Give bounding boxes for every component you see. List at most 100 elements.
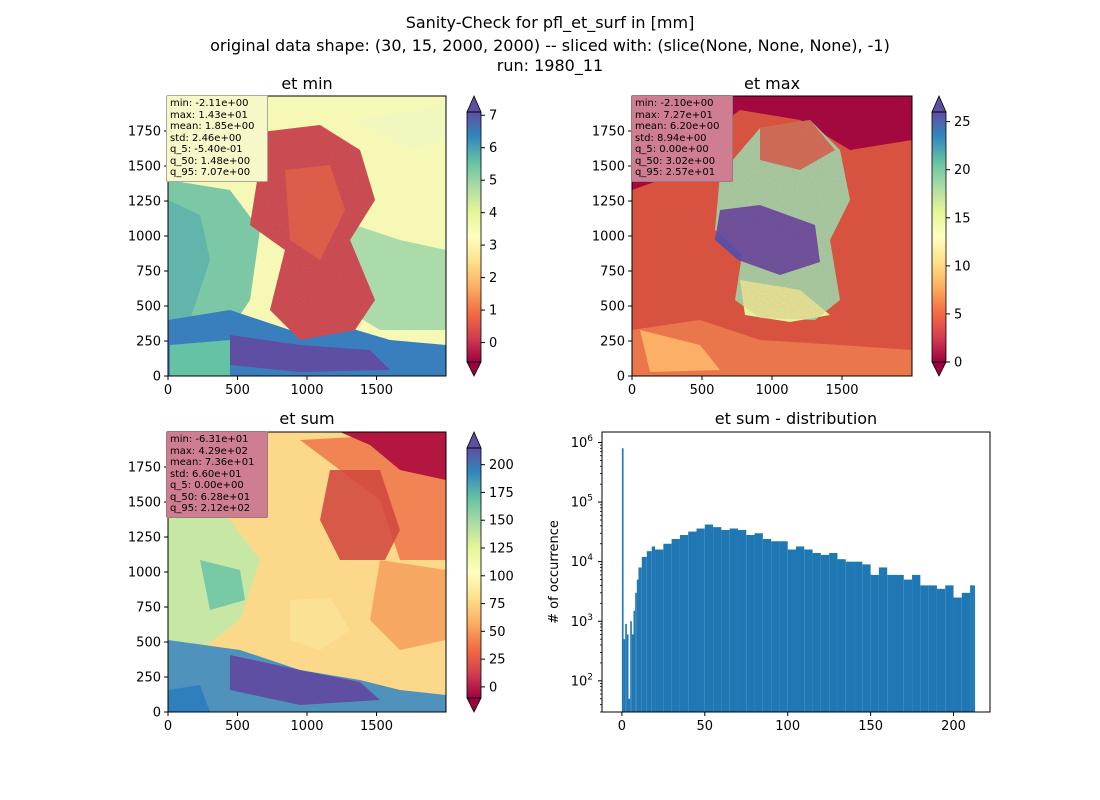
stats-line: min: -6.31e+01: [170, 434, 249, 445]
y-tick-label: 102: [571, 672, 593, 689]
x-tick-label: 500: [225, 383, 250, 398]
y-tick-label: 1250: [592, 195, 625, 210]
stats-box-et-max: min: -2.10e+00 max: 7.27e+01 mean: 6.20e+0…: [631, 95, 733, 182]
y-tick-label: 1750: [592, 125, 625, 140]
panel-title-et-sum: et sum: [279, 409, 334, 428]
colorbar-extend-bottom: [466, 361, 482, 377]
colorbar-et-min: [467, 112, 481, 362]
histogram-bar: [796, 546, 805, 712]
histogram-bar: [688, 531, 697, 712]
colorbar-tick-label: 0: [489, 336, 497, 351]
histogram-bar: [973, 585, 976, 712]
histogram-bar: [837, 559, 846, 712]
colorbar-tick-label: 2: [489, 271, 497, 286]
colorbar-extend-top: [466, 431, 482, 449]
y-tick-label: 105: [571, 494, 593, 511]
histogram-bar: [679, 535, 689, 712]
y-tick-label: 1500: [592, 160, 625, 175]
histogram-bar: [746, 535, 755, 712]
colorbar-tick-label: 5: [489, 174, 497, 189]
x-tick-label: 1000: [290, 383, 323, 398]
histogram-title: et sum - distribution: [715, 409, 877, 428]
colorbar-tick-label: 10: [954, 259, 971, 274]
x-tick-label: 500: [690, 383, 715, 398]
histogram-bar: [912, 574, 921, 712]
histogram-bar: [862, 564, 871, 712]
stats-box-et-sum: min: -6.31e+01 max: 4.29e+02 mean: 7.36e+0…: [166, 431, 268, 518]
colorbar-et-sum: [467, 448, 481, 698]
colorbar-tick-label: 200: [489, 458, 514, 473]
histogram-bars: [621, 448, 976, 712]
x-tick-label: 500: [225, 719, 250, 734]
y-tick-label: 0: [153, 370, 161, 385]
stats-line: q_95: 2.12e+02: [170, 503, 251, 514]
histogram-bar: [635, 592, 637, 712]
y-tick-label: 250: [600, 335, 625, 350]
colorbar-tick-label: 125: [489, 542, 514, 557]
suptitle-line-3: run: 1980_11: [496, 56, 604, 75]
axes-ticks-et-max: 0 500 1000 1500 0 250 500 750 1000 1250 1500 1750: [592, 125, 859, 399]
histogram-bar: [625, 623, 627, 712]
colorbar-tick-label: 15: [954, 211, 971, 226]
stats-line: std: 6.60e+01: [170, 468, 242, 480]
colorbar-ticks-et-sum: 0 25 50 75 100 125 150 175 200: [481, 458, 514, 695]
colorbar-ticks-et-min: 0 1 2 3 4 5 6 7: [481, 109, 497, 351]
y-tick-label: 1750: [128, 461, 161, 476]
colorbar-tick-label: 50: [489, 625, 506, 640]
y-tick-label: 104: [571, 553, 594, 570]
histogram-bar: [631, 634, 634, 712]
histogram-bar: [953, 597, 962, 712]
x-tick-label: 1500: [360, 383, 393, 398]
histogram-bar: [961, 592, 971, 712]
y-tick-label: 750: [600, 265, 625, 280]
histogram-bar: [729, 528, 738, 712]
y-tick-label: 1250: [128, 531, 161, 546]
histogram-bar: [721, 529, 730, 712]
x-tick-label: 0: [164, 719, 172, 734]
histogram-bar: [651, 546, 656, 712]
stats-line: q_95: 7.07e+00: [170, 167, 251, 178]
stats-line: q_5: 0.00e+00: [635, 144, 709, 155]
y-tick-label: 1500: [128, 496, 161, 511]
histogram-bar: [696, 528, 705, 712]
colorbar-extend-top: [931, 95, 947, 113]
colorbar-tick-label: 25: [954, 115, 971, 130]
stats-line: q_50: 6.28e+01: [170, 491, 251, 503]
y-tick-label: 1750: [128, 125, 161, 140]
y-tick-label: 1000: [592, 230, 625, 245]
colorbar-et-max: [932, 112, 946, 362]
x-tick-label: 50: [697, 719, 714, 734]
histogram-bar: [737, 529, 747, 712]
y-tick-label: 0: [617, 370, 625, 385]
y-tick-label: 106: [571, 434, 594, 451]
colorbar-tick-label: 75: [489, 597, 506, 612]
histogram-bar: [762, 539, 772, 712]
histogram-bar: [945, 585, 954, 712]
x-tick-label: 1000: [755, 383, 788, 398]
y-tick-label: 1500: [128, 160, 161, 175]
histogram-bar: [754, 533, 763, 712]
histogram-bar: [903, 579, 913, 712]
x-tick-label: 0: [618, 719, 626, 734]
stats-line: mean: 6.20e+00: [635, 121, 720, 132]
y-tick-label: 500: [136, 636, 161, 651]
histogram-bar: [633, 610, 636, 712]
y-tick-label: 1000: [128, 566, 161, 581]
histogram-bar: [713, 527, 722, 712]
histogram-bar: [895, 574, 904, 712]
y-tick-label: 500: [600, 300, 625, 315]
suptitle-line-2: original data shape: (30, 15, 2000, 2000…: [210, 36, 890, 55]
x-tick-label: 150: [858, 719, 883, 734]
histogram-bar: [646, 551, 652, 712]
histogram-bar: [771, 541, 780, 712]
stats-line: std: 8.94e+00: [635, 132, 707, 144]
histogram-bar: [928, 585, 937, 712]
stats-line: max: 4.29e+02: [170, 445, 248, 457]
histogram-bar: [638, 567, 642, 712]
histogram-bar: [671, 539, 680, 712]
y-tick-label: 750: [136, 265, 161, 280]
axes-ticks-et-sum: 0 500 1000 1500 0 250 500 750 1000 1250 1500 1750: [128, 461, 393, 735]
histogram-bar: [628, 698, 631, 712]
colorbar-tick-label: 0: [489, 680, 497, 695]
